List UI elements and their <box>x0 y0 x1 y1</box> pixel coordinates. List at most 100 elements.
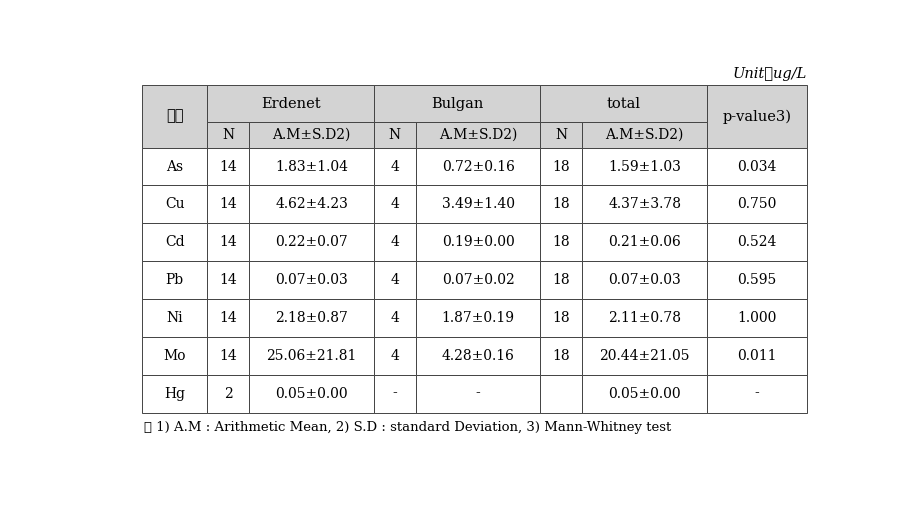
Bar <box>142 148 208 185</box>
Text: 0.19±0.00: 0.19±0.00 <box>442 235 515 249</box>
Bar <box>249 223 374 261</box>
Text: 2.11±0.78: 2.11±0.78 <box>608 311 681 325</box>
Text: 구분: 구분 <box>166 109 184 123</box>
Bar <box>583 122 707 148</box>
Bar <box>540 337 583 375</box>
Text: 0.595: 0.595 <box>737 273 777 287</box>
Bar <box>249 299 374 337</box>
Text: Cd: Cd <box>165 235 185 249</box>
Bar <box>374 375 416 412</box>
Bar <box>707 85 807 148</box>
Text: 2: 2 <box>224 386 233 400</box>
Bar <box>416 375 540 412</box>
Text: Pb: Pb <box>165 273 184 287</box>
Bar <box>249 148 374 185</box>
Bar <box>540 85 707 122</box>
Bar <box>707 337 807 375</box>
Bar <box>707 223 807 261</box>
Text: 4: 4 <box>391 160 400 174</box>
Text: 14: 14 <box>220 273 237 287</box>
Text: 4: 4 <box>391 311 400 325</box>
Bar <box>583 299 707 337</box>
Text: 0.21±0.06: 0.21±0.06 <box>608 235 681 249</box>
Bar <box>707 185 807 223</box>
Text: 18: 18 <box>552 311 570 325</box>
Text: 14: 14 <box>220 235 237 249</box>
Bar <box>416 148 540 185</box>
Text: 1.59±1.03: 1.59±1.03 <box>608 160 681 174</box>
Bar <box>208 337 249 375</box>
Bar <box>374 185 416 223</box>
Bar <box>249 185 374 223</box>
Text: Cu: Cu <box>165 197 185 211</box>
Bar <box>540 148 583 185</box>
Text: 14: 14 <box>220 197 237 211</box>
Bar <box>208 223 249 261</box>
Bar <box>208 122 249 148</box>
Text: Ni: Ni <box>166 311 183 325</box>
Text: 0.07±0.03: 0.07±0.03 <box>276 273 348 287</box>
Bar <box>142 375 208 412</box>
Bar <box>583 148 707 185</box>
Bar <box>707 261 807 299</box>
Text: 4: 4 <box>391 235 400 249</box>
Bar <box>583 261 707 299</box>
Bar <box>208 299 249 337</box>
Bar <box>707 148 807 185</box>
Text: 18: 18 <box>552 235 570 249</box>
Text: 18: 18 <box>552 160 570 174</box>
Bar <box>583 337 707 375</box>
Text: 0.72±0.16: 0.72±0.16 <box>442 160 515 174</box>
Bar <box>416 122 540 148</box>
Bar <box>707 299 807 337</box>
Text: Hg: Hg <box>165 386 185 400</box>
Bar <box>540 299 583 337</box>
Text: 18: 18 <box>552 349 570 363</box>
Text: 3.49±1.40: 3.49±1.40 <box>442 197 515 211</box>
Text: N: N <box>389 128 401 142</box>
Text: 0.524: 0.524 <box>737 235 777 249</box>
Bar <box>540 223 583 261</box>
Bar <box>374 122 416 148</box>
Bar <box>374 337 416 375</box>
Bar <box>374 223 416 261</box>
Bar <box>208 375 249 412</box>
Bar <box>374 148 416 185</box>
Bar <box>208 148 249 185</box>
Text: 0.011: 0.011 <box>737 349 777 363</box>
Text: 0.05±0.00: 0.05±0.00 <box>276 386 348 400</box>
Bar <box>416 223 540 261</box>
Text: 4: 4 <box>391 273 400 287</box>
Bar <box>249 122 374 148</box>
Bar <box>540 375 583 412</box>
Bar <box>583 185 707 223</box>
Bar <box>374 261 416 299</box>
Bar <box>208 261 249 299</box>
Bar <box>249 261 374 299</box>
Bar <box>583 223 707 261</box>
Text: A.M±S.D2): A.M±S.D2) <box>272 128 351 142</box>
Text: 18: 18 <box>552 273 570 287</box>
Bar <box>249 375 374 412</box>
Text: 1.87±0.19: 1.87±0.19 <box>442 311 515 325</box>
Text: -: - <box>476 386 481 400</box>
Text: Mo: Mo <box>164 349 186 363</box>
Bar <box>416 337 540 375</box>
Text: 1.83±1.04: 1.83±1.04 <box>275 160 348 174</box>
Text: 18: 18 <box>552 197 570 211</box>
Text: -: - <box>392 386 397 400</box>
Text: 0.07±0.02: 0.07±0.02 <box>442 273 515 287</box>
Text: 14: 14 <box>220 349 237 363</box>
Text: 0.22±0.07: 0.22±0.07 <box>276 235 348 249</box>
Bar <box>208 185 249 223</box>
Bar <box>540 122 583 148</box>
Text: 1.000: 1.000 <box>737 311 777 325</box>
Bar <box>540 261 583 299</box>
Bar <box>208 85 374 122</box>
Bar <box>142 299 208 337</box>
Text: Unit：ug/L: Unit：ug/L <box>732 67 807 81</box>
Bar <box>142 85 208 148</box>
Text: -: - <box>754 386 759 400</box>
Bar <box>416 299 540 337</box>
Text: 0.05±0.00: 0.05±0.00 <box>608 386 681 400</box>
